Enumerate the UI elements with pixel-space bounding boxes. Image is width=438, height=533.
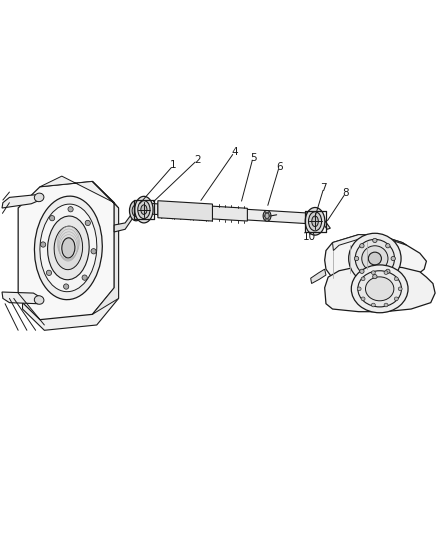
Ellipse shape [91, 248, 96, 254]
Ellipse shape [48, 216, 89, 280]
Ellipse shape [398, 287, 402, 290]
Polygon shape [18, 181, 114, 320]
Polygon shape [40, 176, 119, 208]
Ellipse shape [365, 277, 394, 301]
Ellipse shape [265, 218, 266, 220]
Ellipse shape [354, 256, 359, 261]
Ellipse shape [264, 215, 265, 216]
Ellipse shape [68, 207, 73, 212]
Ellipse shape [371, 303, 375, 307]
Polygon shape [311, 269, 326, 284]
Ellipse shape [268, 218, 269, 220]
Ellipse shape [54, 226, 83, 270]
Ellipse shape [355, 239, 395, 278]
Text: 7: 7 [321, 183, 327, 193]
Ellipse shape [269, 215, 270, 216]
Ellipse shape [135, 196, 153, 223]
Polygon shape [92, 181, 119, 314]
Ellipse shape [85, 220, 90, 225]
Ellipse shape [82, 275, 87, 280]
Ellipse shape [305, 207, 325, 235]
Ellipse shape [138, 200, 150, 219]
Polygon shape [2, 195, 40, 208]
Ellipse shape [373, 238, 377, 243]
Ellipse shape [361, 277, 365, 281]
Polygon shape [325, 265, 435, 312]
Ellipse shape [308, 212, 321, 231]
Ellipse shape [64, 284, 69, 289]
Ellipse shape [263, 211, 271, 221]
Ellipse shape [312, 216, 318, 227]
Ellipse shape [358, 271, 402, 307]
Ellipse shape [268, 212, 269, 214]
Ellipse shape [360, 244, 364, 248]
Ellipse shape [357, 287, 361, 290]
Ellipse shape [385, 269, 390, 273]
Ellipse shape [361, 297, 365, 301]
Ellipse shape [34, 296, 44, 304]
Ellipse shape [62, 238, 75, 258]
Polygon shape [332, 235, 407, 251]
Polygon shape [315, 212, 330, 229]
Ellipse shape [360, 269, 364, 273]
Ellipse shape [371, 271, 375, 274]
Ellipse shape [351, 265, 408, 313]
Polygon shape [114, 208, 136, 232]
Ellipse shape [265, 213, 269, 219]
Ellipse shape [46, 270, 52, 276]
Polygon shape [325, 235, 426, 284]
Text: 2: 2 [194, 155, 201, 165]
Ellipse shape [394, 297, 398, 301]
Ellipse shape [130, 200, 143, 221]
Text: 4: 4 [231, 147, 237, 157]
Polygon shape [158, 201, 212, 221]
Text: 5: 5 [250, 152, 256, 163]
Ellipse shape [394, 277, 398, 281]
Ellipse shape [132, 205, 140, 216]
Ellipse shape [34, 193, 44, 201]
Polygon shape [2, 292, 42, 304]
Ellipse shape [362, 246, 388, 271]
Ellipse shape [384, 303, 388, 307]
Ellipse shape [41, 242, 46, 247]
Text: 8: 8 [343, 188, 349, 198]
Text: 6: 6 [276, 161, 283, 172]
Polygon shape [138, 203, 313, 224]
Ellipse shape [49, 215, 55, 221]
Text: 10: 10 [303, 232, 316, 243]
Ellipse shape [265, 212, 266, 214]
Ellipse shape [385, 244, 390, 248]
Polygon shape [158, 203, 247, 221]
Polygon shape [22, 187, 119, 330]
Ellipse shape [368, 252, 381, 265]
Text: 1: 1 [170, 160, 177, 171]
Ellipse shape [384, 271, 388, 274]
Ellipse shape [349, 233, 401, 284]
Ellipse shape [373, 274, 377, 279]
Ellipse shape [141, 205, 147, 214]
Ellipse shape [35, 196, 102, 300]
Ellipse shape [40, 204, 97, 292]
Ellipse shape [391, 256, 396, 261]
